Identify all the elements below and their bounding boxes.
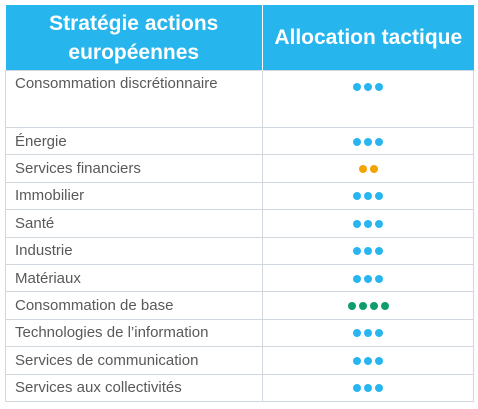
table-header-row: Stratégie actions européennes Allocation… xyxy=(5,5,474,71)
table-row: Énergie xyxy=(5,126,474,156)
allocation-dots xyxy=(353,136,383,148)
rating-dot-icon xyxy=(353,274,361,283)
sector-cell: Matériaux xyxy=(5,263,263,293)
allocation-dots xyxy=(353,273,383,285)
rating-dot-icon xyxy=(375,329,383,338)
allocation-dots xyxy=(347,300,389,312)
allocation-cell xyxy=(262,346,474,375)
table-row: Consommation de base xyxy=(5,291,474,320)
sector-cell: Services financiers xyxy=(5,154,263,183)
allocation-cell xyxy=(262,318,474,348)
allocation-dots xyxy=(353,382,383,394)
header-allocation: Allocation tactique xyxy=(262,5,474,71)
rating-dot-icon xyxy=(375,384,383,393)
allocation-cell xyxy=(262,263,474,293)
table-row: Services de communication xyxy=(5,346,474,375)
table-row: Technologies de l’information xyxy=(5,318,474,348)
rating-dot-icon xyxy=(364,192,372,201)
rating-dot-icon xyxy=(364,356,372,365)
sector-cell: Consommation discrétionnaire xyxy=(5,70,263,128)
allocation-dots xyxy=(353,327,383,339)
sector-cell: Énergie xyxy=(5,126,263,156)
rating-dot-icon xyxy=(375,219,383,228)
allocation-table: Stratégie actions européennes Allocation… xyxy=(5,5,474,402)
allocation-cell xyxy=(262,373,474,402)
allocation-cell xyxy=(262,181,474,211)
rating-dot-icon xyxy=(364,247,372,256)
sector-cell: Immobilier xyxy=(5,181,263,211)
allocation-dots xyxy=(353,81,383,93)
rating-dot-icon xyxy=(364,329,372,338)
sector-cell: Technologies de l’information xyxy=(5,318,263,348)
table-body: Consommation discrétionnaire Énergie Servi… xyxy=(5,70,474,402)
table-row: Matériaux xyxy=(5,263,474,293)
rating-dot-icon xyxy=(353,247,361,256)
rating-dot-icon xyxy=(353,137,361,146)
rating-dot-icon xyxy=(353,219,361,228)
rating-dot-icon xyxy=(353,329,361,338)
allocation-dots xyxy=(358,163,378,175)
table-row: Services aux collectivités xyxy=(5,373,474,402)
rating-dot-icon xyxy=(358,302,367,311)
allocation-cell xyxy=(262,70,474,128)
rating-dot-icon xyxy=(364,384,372,393)
allocation-table-container: Stratégie actions européennes Allocation… xyxy=(5,5,474,402)
rating-dot-icon xyxy=(364,219,372,228)
rating-dot-icon xyxy=(375,192,383,201)
rating-dot-icon xyxy=(375,356,383,365)
rating-dot-icon xyxy=(353,356,361,365)
sector-cell: Consommation de base xyxy=(5,291,263,320)
rating-dot-icon xyxy=(358,165,367,174)
allocation-cell xyxy=(262,291,474,320)
rating-dot-icon xyxy=(353,83,361,91)
sector-cell: Santé xyxy=(5,209,263,238)
table-row: Services financiers xyxy=(5,154,474,183)
table-row: Santé xyxy=(5,209,474,238)
allocation-cell xyxy=(262,209,474,238)
rating-dot-icon xyxy=(347,302,356,311)
rating-dot-icon xyxy=(353,384,361,393)
rating-dot-icon xyxy=(375,137,383,146)
rating-dot-icon xyxy=(369,165,378,174)
table-row: Consommation discrétionnaire xyxy=(5,70,474,128)
header-strategy: Stratégie actions européennes xyxy=(5,5,263,71)
allocation-dots xyxy=(353,355,383,367)
allocation-cell xyxy=(262,126,474,156)
rating-dot-icon xyxy=(364,83,372,91)
allocation-cell xyxy=(262,236,474,265)
allocation-dots xyxy=(353,245,383,257)
rating-dot-icon xyxy=(375,247,383,256)
rating-dot-icon xyxy=(364,137,372,146)
rating-dot-icon xyxy=(375,83,383,91)
allocation-cell xyxy=(262,154,474,183)
rating-dot-icon xyxy=(353,192,361,201)
rating-dot-icon xyxy=(375,274,383,283)
table-row: Industrie xyxy=(5,236,474,265)
sector-cell: Services de communication xyxy=(5,346,263,375)
rating-dot-icon xyxy=(364,274,372,283)
rating-dot-icon xyxy=(369,302,378,311)
sector-cell: Services aux collectivités xyxy=(5,373,263,402)
table-row: Immobilier xyxy=(5,181,474,211)
rating-dot-icon xyxy=(380,302,389,311)
sector-cell: Industrie xyxy=(5,236,263,265)
allocation-dots xyxy=(353,190,383,202)
allocation-dots xyxy=(353,218,383,230)
